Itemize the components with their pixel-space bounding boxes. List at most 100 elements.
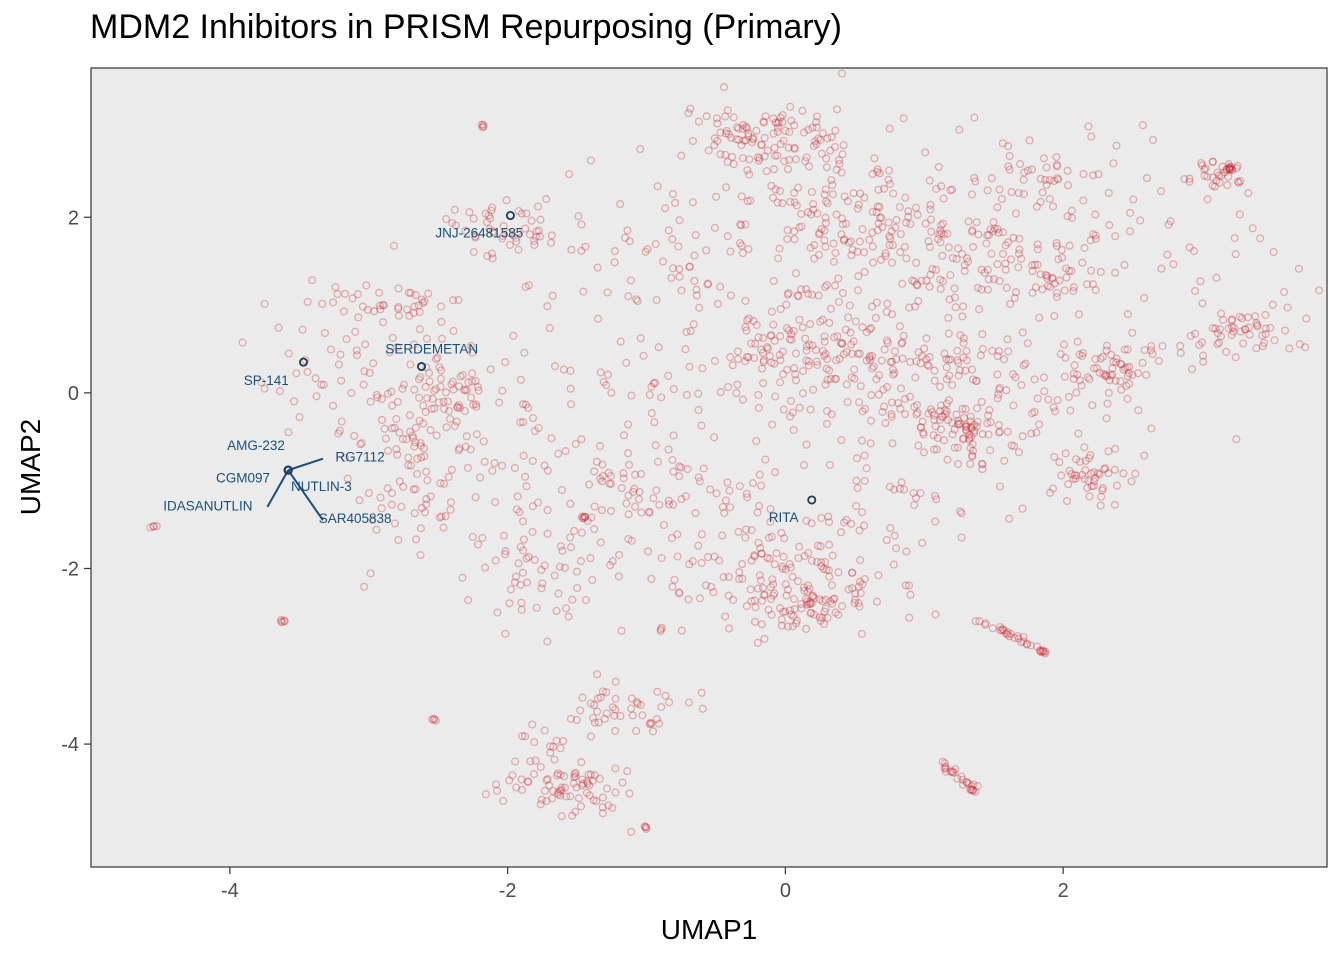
background-point [921,148,930,157]
background-point [675,472,684,481]
background-point [547,231,556,240]
background-point [831,374,841,384]
background-point [744,129,753,138]
background-point [519,535,528,544]
background-point [723,232,732,241]
background-point [944,329,953,338]
background-point [771,392,780,401]
background-point [899,114,908,123]
background-point [471,232,480,241]
background-point [451,221,460,230]
background-point [1063,166,1072,175]
background-point [1228,166,1237,175]
background-point [807,599,816,608]
background-point [800,551,809,561]
background-point [1102,414,1111,423]
background-point [1235,210,1244,219]
background-point [800,586,809,595]
background-point [1102,341,1111,350]
plot-panel-border [90,67,1328,868]
background-point [1111,444,1120,453]
background-point [955,125,964,134]
background-point [543,302,552,311]
background-point [406,360,415,369]
background-point [918,417,927,426]
background-point [392,445,401,454]
background-point [1235,312,1244,321]
background-point [638,711,647,720]
background-point [410,509,419,518]
background-point [1061,353,1070,362]
background-point [770,336,779,345]
background-point [292,369,301,378]
background-point [353,351,362,360]
background-point [1180,174,1189,184]
background-point [435,513,444,522]
background-point [1280,287,1289,297]
background-point [1214,338,1224,347]
background-point [405,311,414,320]
background-point [501,547,510,556]
background-point [813,541,822,550]
background-point [1315,286,1324,295]
background-point [473,382,482,392]
background-point [995,383,1004,392]
background-point [895,202,904,212]
background-point [604,468,613,477]
background-point [798,367,808,376]
background-point [844,238,853,247]
background-point [521,224,530,233]
background-point [495,398,504,407]
background-point [380,424,389,433]
background-point [1075,350,1084,359]
background-point [636,334,645,343]
background-point [773,151,782,160]
background-point [1120,260,1129,269]
background-point [694,406,703,415]
background-point [512,783,521,792]
background-point [588,576,597,585]
background-point [844,585,853,594]
background-point [868,207,877,216]
background-point [973,283,983,292]
background-point [969,428,979,438]
background-point [388,489,397,498]
background-point [519,418,528,427]
background-point [1091,473,1100,482]
background-point [514,559,523,568]
background-point [1069,475,1078,484]
background-point [959,353,968,362]
background-point [829,595,838,604]
background-point [838,150,847,159]
background-point [750,596,759,605]
background-point [1010,294,1019,303]
background-point [912,400,922,410]
background-point [572,715,581,724]
background-point [558,546,567,555]
background-point [875,169,884,178]
background-point [836,528,846,537]
background-point [868,302,877,311]
background-point [985,406,994,415]
background-point [447,380,456,389]
background-point [356,440,365,449]
background-point [767,307,776,316]
background-point [959,434,968,443]
background-point [941,410,950,419]
background-point [916,423,925,432]
background-point [882,307,891,316]
background-point [562,792,571,801]
background-point [517,775,526,784]
background-point [694,541,703,550]
background-point [774,118,783,127]
background-point [661,204,670,213]
background-point [743,166,752,175]
background-point [878,223,887,232]
background-point [449,326,458,335]
background-point [890,368,899,378]
background-point [820,619,829,629]
background-point [868,170,877,179]
background-point [461,226,470,235]
leader-line [287,469,324,521]
background-point [969,780,978,789]
